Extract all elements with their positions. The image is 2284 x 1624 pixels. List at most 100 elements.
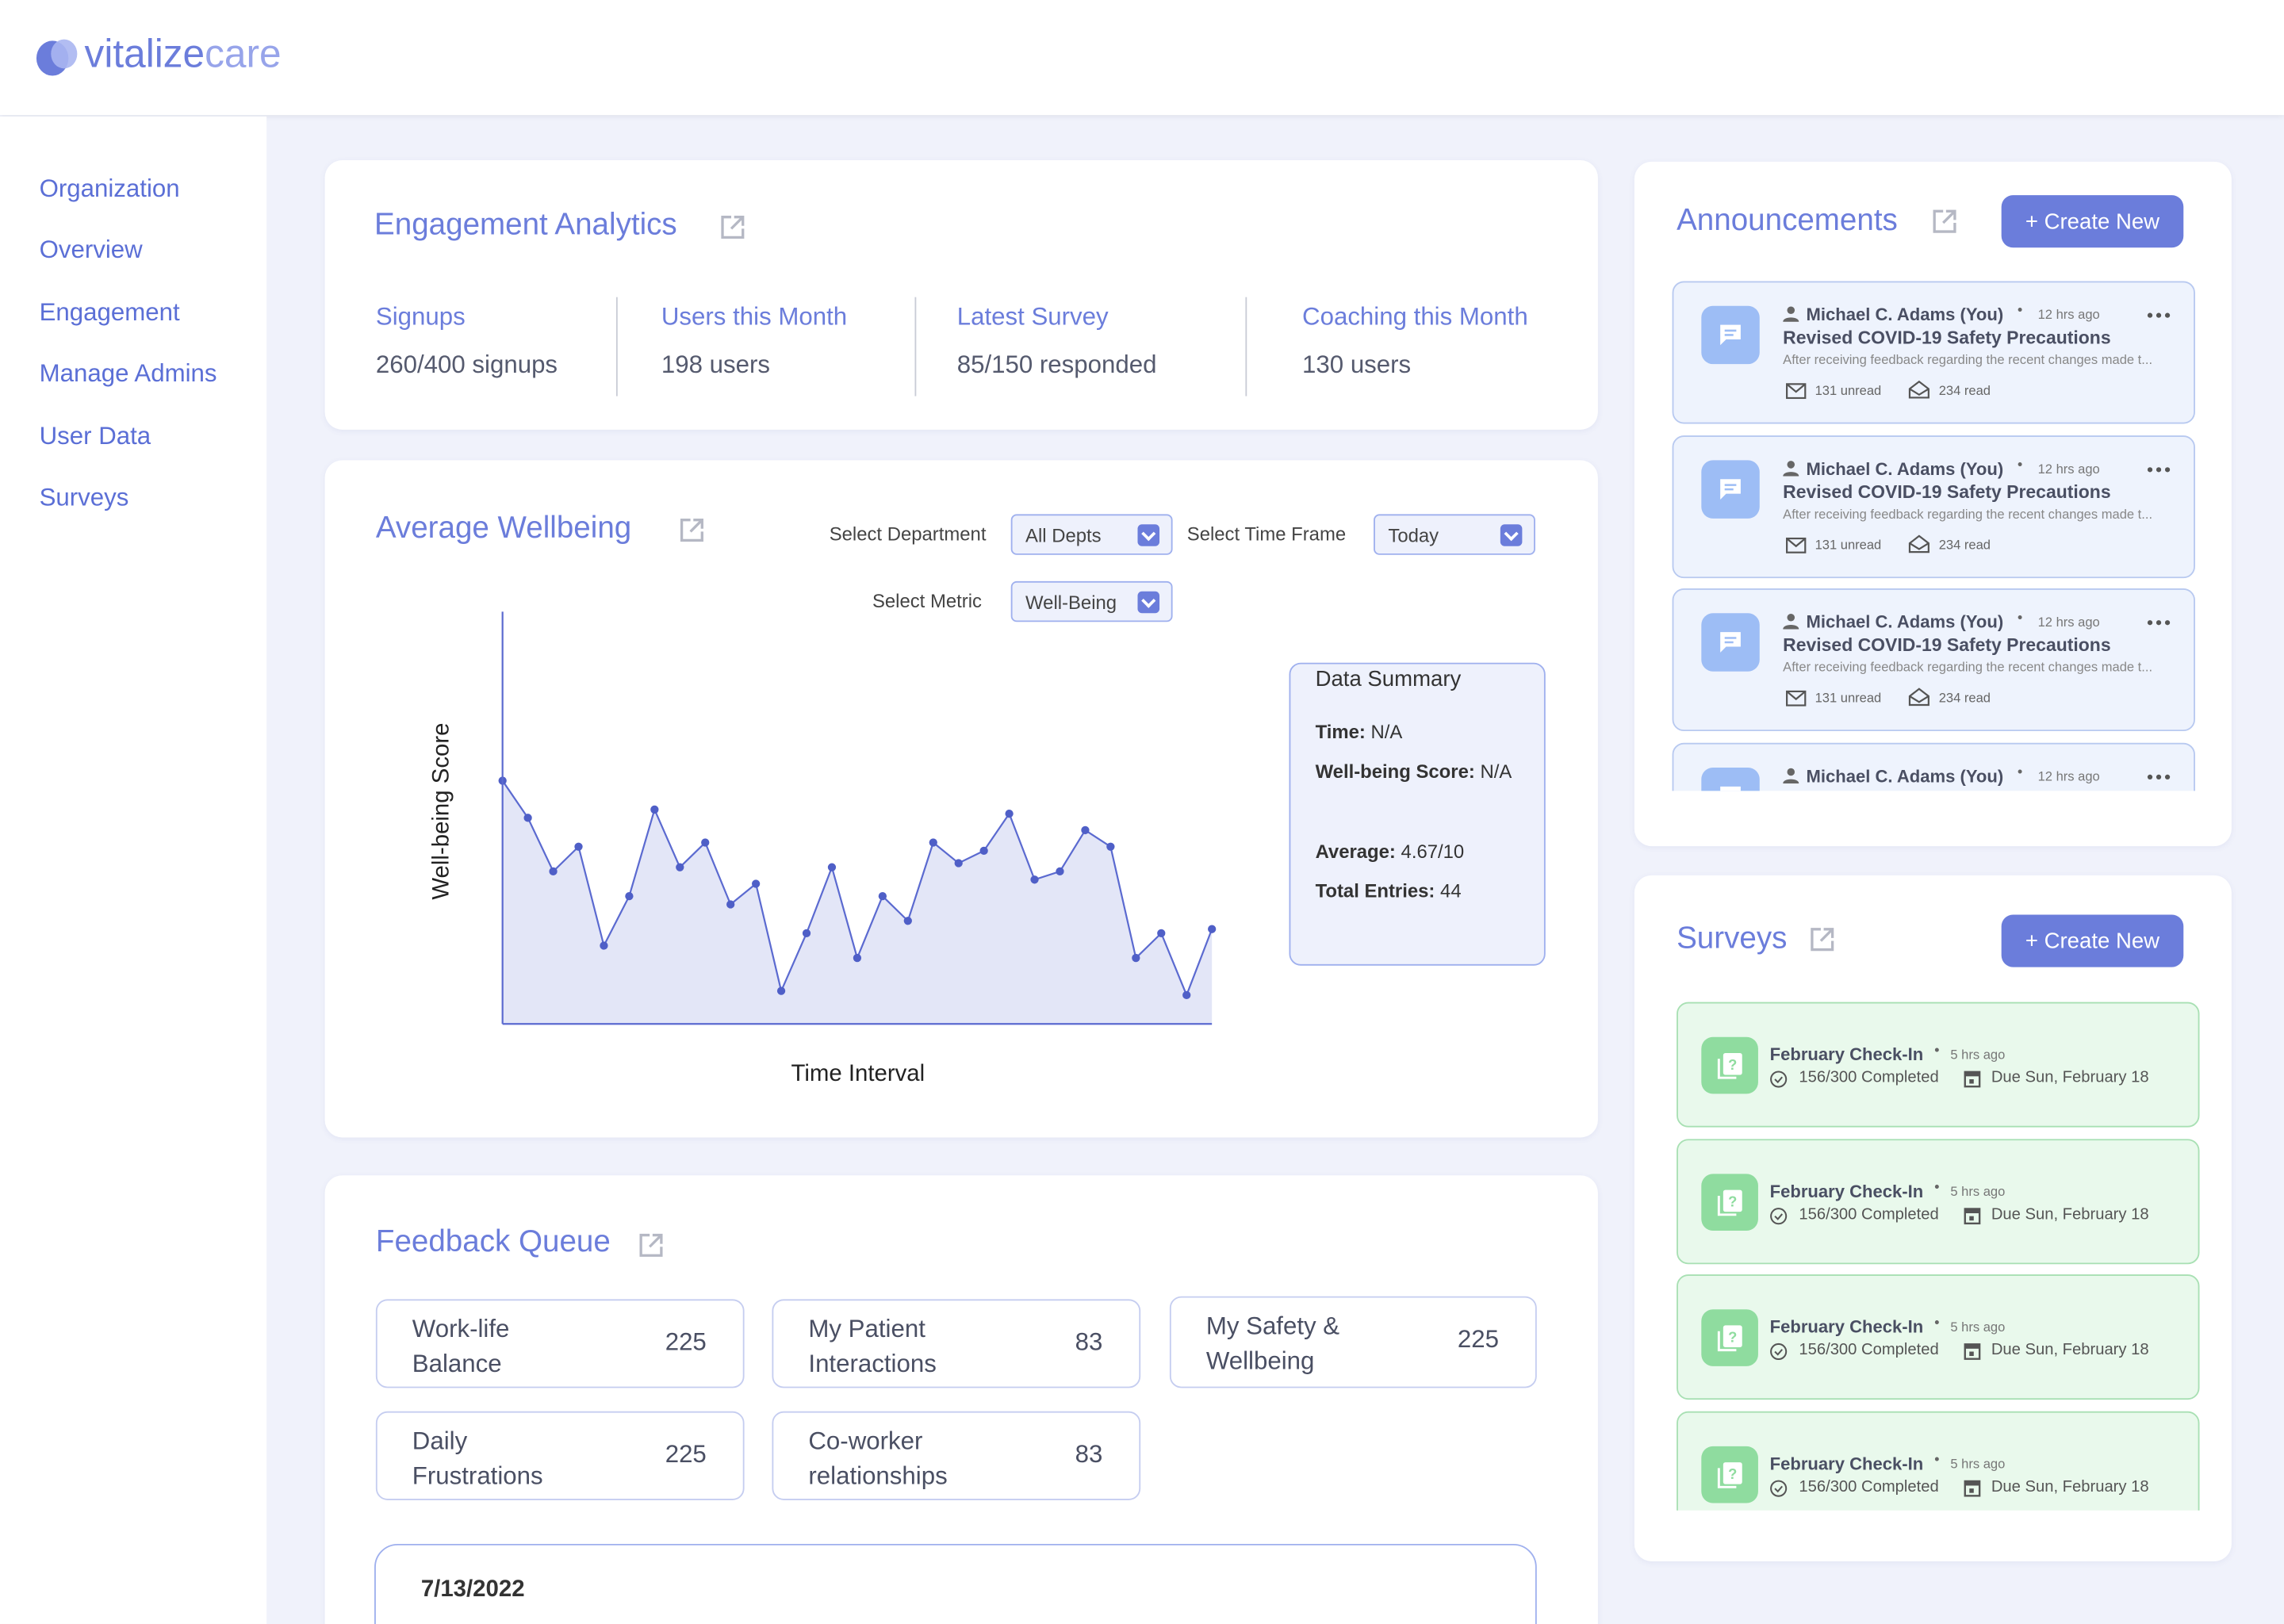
stat-label: Coaching this Month <box>1302 303 1528 331</box>
calendar-icon <box>1964 1207 1981 1224</box>
summary-value: N/A <box>1480 760 1512 783</box>
feedback-date: 7/13/2022 <box>420 1577 525 1603</box>
check-icon <box>1770 1071 1788 1088</box>
point <box>751 879 761 888</box>
person-icon <box>1783 767 1799 783</box>
survey-glyph: ? <box>1717 1326 1742 1352</box>
point <box>929 838 937 847</box>
point <box>650 805 659 814</box>
announcement-title: Revised COVID-19 Safety Precautions <box>1783 327 2111 348</box>
nav-link[interactable]: Engagement <box>39 298 180 327</box>
announcement-title: Revised COVID-19 Safety Precautions <box>1783 789 2110 791</box>
author: Michael C. Adams (You) <box>1806 304 2004 325</box>
survey-item[interactable]: ? February Check-In • 5 hrs ago 156/300 Comp… <box>1677 1411 2200 1511</box>
dropdown-value: Well-Being <box>1025 590 1117 613</box>
bullet: • <box>2017 456 2023 473</box>
point <box>1106 842 1115 851</box>
engagement-card <box>324 160 1598 430</box>
check-icon <box>1770 1207 1788 1224</box>
calendar-icon <box>1964 1480 1981 1497</box>
announcement-item[interactable]: Michael C. Adams (You) • 12 hrs ago Revised… <box>1672 588 2195 732</box>
survey-glyph: ? <box>1717 1189 1742 1216</box>
point <box>878 891 887 901</box>
announcement-item[interactable]: Michael C. Adams (You) • 12 hrs ago Revised… <box>1672 435 2195 578</box>
external-link-icon[interactable] <box>638 1232 664 1258</box>
survey-item[interactable]: ? February Check-In • 5 hrs ago 156/300 Comp… <box>1677 1138 2200 1264</box>
dropdown[interactable]: Today <box>1374 514 1535 555</box>
excerpt: After receiving feedback regarding the r… <box>1783 352 2153 367</box>
nav-link[interactable]: Surveys <box>39 483 129 511</box>
more-icon <box>2147 620 2171 626</box>
y-axis-label: Well-being Score <box>428 722 454 899</box>
survey-item[interactable]: ? February Check-In • 5 hrs ago 156/300 Comp… <box>1677 1274 2200 1400</box>
logo-icon <box>36 39 78 76</box>
point <box>701 838 710 847</box>
stat-value: 130 users <box>1302 350 1412 379</box>
feedback-label: Co-worker relationships <box>808 1427 948 1490</box>
summary-value: N/A <box>1370 721 1403 743</box>
point <box>625 891 634 901</box>
logo-text: vitalize <box>84 32 205 76</box>
stat-label: Latest Survey <box>956 303 1109 331</box>
logo[interactable]: vitalizecare <box>85 32 282 77</box>
more-icon <box>2147 773 2171 779</box>
nav-link[interactable]: Organization <box>39 174 180 203</box>
feedback-count: 83 <box>1075 1440 1103 1469</box>
bullet: • <box>2017 303 2023 320</box>
calendar-icon <box>1964 1343 1981 1361</box>
read-count: 234 read <box>1938 690 1991 705</box>
feedback-category[interactable]: Work-life Balance 225 <box>375 1299 745 1388</box>
bullet: • <box>1934 1043 1940 1059</box>
survey-item[interactable]: ? February Check-In • 5 hrs ago 156/300 Comp… <box>1677 1002 2200 1128</box>
summary-key: Well-being Score: <box>1315 760 1475 783</box>
announcement-item[interactable]: Michael C. Adams (You) • 12 hrs ago Revised… <box>1672 281 2195 424</box>
read-icon <box>1908 688 1930 707</box>
chat-icon <box>1720 324 1741 346</box>
dropdown[interactable]: All Depts <box>1010 514 1173 555</box>
announcement-item[interactable]: Michael C. Adams (You) • 12 hrs ago Revised… <box>1672 741 2195 791</box>
read-icon <box>1908 380 1930 399</box>
external-link-icon[interactable] <box>1932 209 1958 235</box>
create-new-button[interactable]: + Create New <box>2001 914 2184 967</box>
external-link-icon[interactable] <box>1809 926 1835 952</box>
point <box>1132 953 1140 963</box>
point <box>600 941 608 950</box>
timestamp: 5 hrs ago <box>1950 1456 2006 1472</box>
feedback-category[interactable]: My Safety & Wellbeing 225 <box>1169 1296 1537 1388</box>
data-summary <box>1289 662 1546 966</box>
point <box>1056 867 1064 876</box>
nav-link[interactable]: Overview <box>39 236 143 264</box>
announcement-icon <box>1701 767 1760 791</box>
read-icon <box>1908 534 1930 553</box>
completion: 156/300 Completed <box>1799 1205 1939 1224</box>
dropdown[interactable]: Well-Being <box>1010 580 1173 622</box>
feedback-category[interactable]: My Patient Interactions 83 <box>772 1299 1141 1388</box>
more-icon <box>2147 312 2171 318</box>
feedback-category[interactable]: Daily Frustrations 225 <box>375 1411 745 1500</box>
timestamp: 5 hrs ago <box>1950 1320 2006 1335</box>
top-bar <box>0 0 2284 116</box>
timestamp: 12 hrs ago <box>2037 307 2100 322</box>
external-link-icon[interactable] <box>719 214 745 240</box>
nav-link[interactable]: User Data <box>39 422 151 450</box>
point <box>549 867 558 876</box>
external-link-icon[interactable] <box>679 517 705 543</box>
timestamp: 5 hrs ago <box>1950 1183 2006 1199</box>
create-new-button[interactable]: + Create New <box>2001 195 2184 248</box>
point <box>776 986 786 995</box>
timestamp: 12 hrs ago <box>2037 615 2100 630</box>
feedback-label: My Patient Interactions <box>808 1315 937 1378</box>
point <box>903 917 912 925</box>
survey-icon: ? <box>1701 1036 1758 1094</box>
svg-text:?: ? <box>1728 1465 1737 1482</box>
person-icon <box>1783 460 1799 476</box>
mail-icon <box>1786 383 1807 400</box>
timestamp: 12 hrs ago <box>2037 768 2100 783</box>
feedback-category[interactable]: Co-worker relationships 83 <box>772 1411 1141 1500</box>
feedback-label: Work-life Balance <box>412 1315 510 1378</box>
nav-link[interactable]: Manage Admins <box>39 359 217 388</box>
dropdown-value: Today <box>1388 523 1439 546</box>
chat-icon <box>1720 785 1741 791</box>
stat-value: 85/150 responded <box>956 350 1157 379</box>
due-date: Due Sun, February 18 <box>1991 1342 2149 1360</box>
